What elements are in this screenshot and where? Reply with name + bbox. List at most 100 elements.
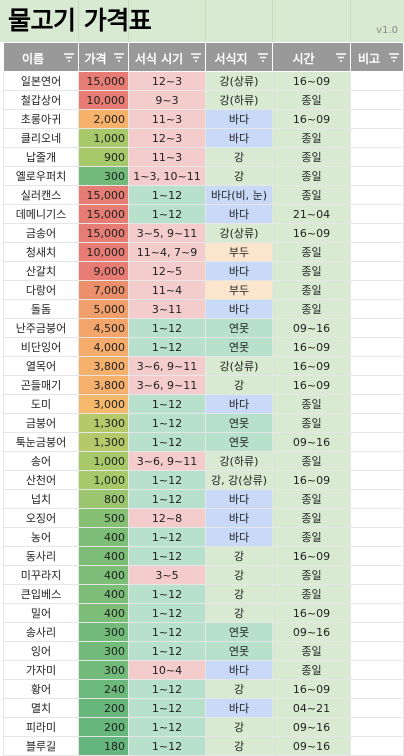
cell-habitat[interactable]: 바다 (205, 660, 273, 680)
cell-season[interactable]: 10~4 (128, 660, 206, 680)
cell-habitat[interactable]: 바다 (205, 394, 273, 414)
cell-time[interactable]: 종일 (272, 641, 351, 661)
cell-season[interactable]: 12~5 (128, 261, 206, 281)
cell-name[interactable]: 옐로우퍼치 (3, 166, 79, 186)
cell-name[interactable]: 일본연어 (3, 71, 79, 91)
cell-price[interactable]: 300 (78, 660, 129, 680)
cell-name[interactable]: 큰입베스 (3, 584, 79, 604)
cell-note[interactable] (350, 394, 404, 414)
cell-season[interactable]: 1~12 (128, 204, 206, 224)
cell-time[interactable]: 종일 (272, 90, 351, 110)
cell-time[interactable]: 종일 (272, 299, 351, 319)
cell-note[interactable] (350, 565, 404, 585)
cell-note[interactable] (350, 641, 404, 661)
cell-name[interactable]: 피라미 (3, 717, 79, 737)
cell-price[interactable]: 1,300 (78, 432, 129, 452)
header-season[interactable]: 서식 시기 (128, 42, 206, 72)
cell-habitat[interactable]: 강 (205, 584, 273, 604)
cell-time[interactable]: 종일 (272, 261, 351, 281)
cell-price[interactable]: 900 (78, 147, 129, 167)
filter-icon[interactable] (114, 53, 124, 62)
cell-time[interactable]: 16~09 (272, 71, 351, 91)
cell-price[interactable]: 300 (78, 641, 129, 661)
cell-note[interactable] (350, 280, 404, 300)
cell-habitat[interactable]: 강 (205, 166, 273, 186)
cell-price[interactable]: 180 (78, 736, 129, 756)
cell-note[interactable] (350, 508, 404, 528)
cell-note[interactable] (350, 413, 404, 433)
cell-note[interactable] (350, 736, 404, 756)
cell-price[interactable]: 1,300 (78, 413, 129, 433)
cell-price[interactable]: 9,000 (78, 261, 129, 281)
cell-price[interactable]: 200 (78, 717, 129, 737)
cell-season[interactable]: 11~4 (128, 280, 206, 300)
cell-price[interactable]: 400 (78, 584, 129, 604)
cell-note[interactable] (350, 660, 404, 680)
cell-time[interactable]: 종일 (272, 660, 351, 680)
cell-season[interactable]: 3~6, 9~11 (128, 451, 206, 471)
cell-habitat[interactable]: 바다 (205, 128, 273, 148)
cell-note[interactable] (350, 527, 404, 547)
cell-habitat[interactable]: 바다 (205, 299, 273, 319)
cell-season[interactable]: 11~3 (128, 109, 206, 129)
cell-habitat[interactable]: 강(상류) (205, 223, 273, 243)
cell-season[interactable]: 1~12 (128, 546, 206, 566)
cell-habitat[interactable]: 강 (205, 565, 273, 585)
cell-habitat[interactable]: 바다 (205, 698, 273, 718)
cell-note[interactable] (350, 584, 404, 604)
cell-time[interactable]: 16~09 (272, 679, 351, 699)
cell-name[interactable]: 미꾸라지 (3, 565, 79, 585)
filter-icon[interactable] (258, 53, 268, 62)
cell-time[interactable]: 종일 (272, 584, 351, 604)
cell-habitat[interactable]: 바다 (205, 261, 273, 281)
header-name[interactable]: 이름 (3, 42, 79, 72)
cell-habitat[interactable]: 연못 (205, 413, 273, 433)
header-price[interactable]: 가격 (78, 42, 129, 72)
cell-price[interactable]: 4,000 (78, 337, 129, 357)
cell-name[interactable]: 농어 (3, 527, 79, 547)
cell-time[interactable]: 종일 (272, 147, 351, 167)
cell-habitat[interactable]: 연못 (205, 318, 273, 338)
cell-habitat[interactable]: 강(상류) (205, 71, 273, 91)
cell-season[interactable]: 12~3 (128, 71, 206, 91)
cell-note[interactable] (350, 299, 404, 319)
cell-time[interactable]: 종일 (272, 185, 351, 205)
cell-season[interactable]: 1~3, 10~11 (128, 166, 206, 186)
cell-price[interactable]: 15,000 (78, 204, 129, 224)
cell-season[interactable]: 1~12 (128, 717, 206, 737)
cell-season[interactable]: 1~12 (128, 584, 206, 604)
cell-name[interactable]: 블루길 (3, 736, 79, 756)
cell-note[interactable] (350, 185, 404, 205)
cell-price[interactable]: 1,000 (78, 470, 129, 490)
cell-habitat[interactable]: 강(하류) (205, 451, 273, 471)
cell-note[interactable] (350, 71, 404, 91)
cell-time[interactable]: 09~16 (272, 717, 351, 737)
cell-season[interactable]: 3~5 (128, 565, 206, 585)
cell-price[interactable]: 500 (78, 508, 129, 528)
filter-icon[interactable] (389, 53, 399, 62)
cell-habitat[interactable]: 연못 (205, 622, 273, 642)
cell-habitat[interactable]: 강, 강(상류) (205, 470, 273, 490)
cell-name[interactable]: 클리오네 (3, 128, 79, 148)
cell-price[interactable]: 800 (78, 489, 129, 509)
cell-price[interactable]: 1,000 (78, 128, 129, 148)
cell-note[interactable] (350, 337, 404, 357)
cell-price[interactable]: 3,800 (78, 375, 129, 395)
filter-icon[interactable] (191, 53, 201, 62)
cell-habitat[interactable]: 강 (205, 603, 273, 623)
cell-time[interactable]: 09~16 (272, 622, 351, 642)
cell-season[interactable]: 1~12 (128, 641, 206, 661)
cell-note[interactable] (350, 489, 404, 509)
cell-price[interactable]: 1,000 (78, 451, 129, 471)
cell-price[interactable]: 400 (78, 546, 129, 566)
cell-name[interactable]: 가자미 (3, 660, 79, 680)
cell-price[interactable]: 300 (78, 622, 129, 642)
cell-time[interactable]: 16~09 (272, 375, 351, 395)
cell-note[interactable] (350, 470, 404, 490)
cell-name[interactable]: 멸치 (3, 698, 79, 718)
cell-season[interactable]: 1~12 (128, 185, 206, 205)
cell-habitat[interactable]: 연못 (205, 337, 273, 357)
cell-price[interactable]: 240 (78, 679, 129, 699)
cell-season[interactable]: 1~12 (128, 318, 206, 338)
cell-note[interactable] (350, 109, 404, 129)
